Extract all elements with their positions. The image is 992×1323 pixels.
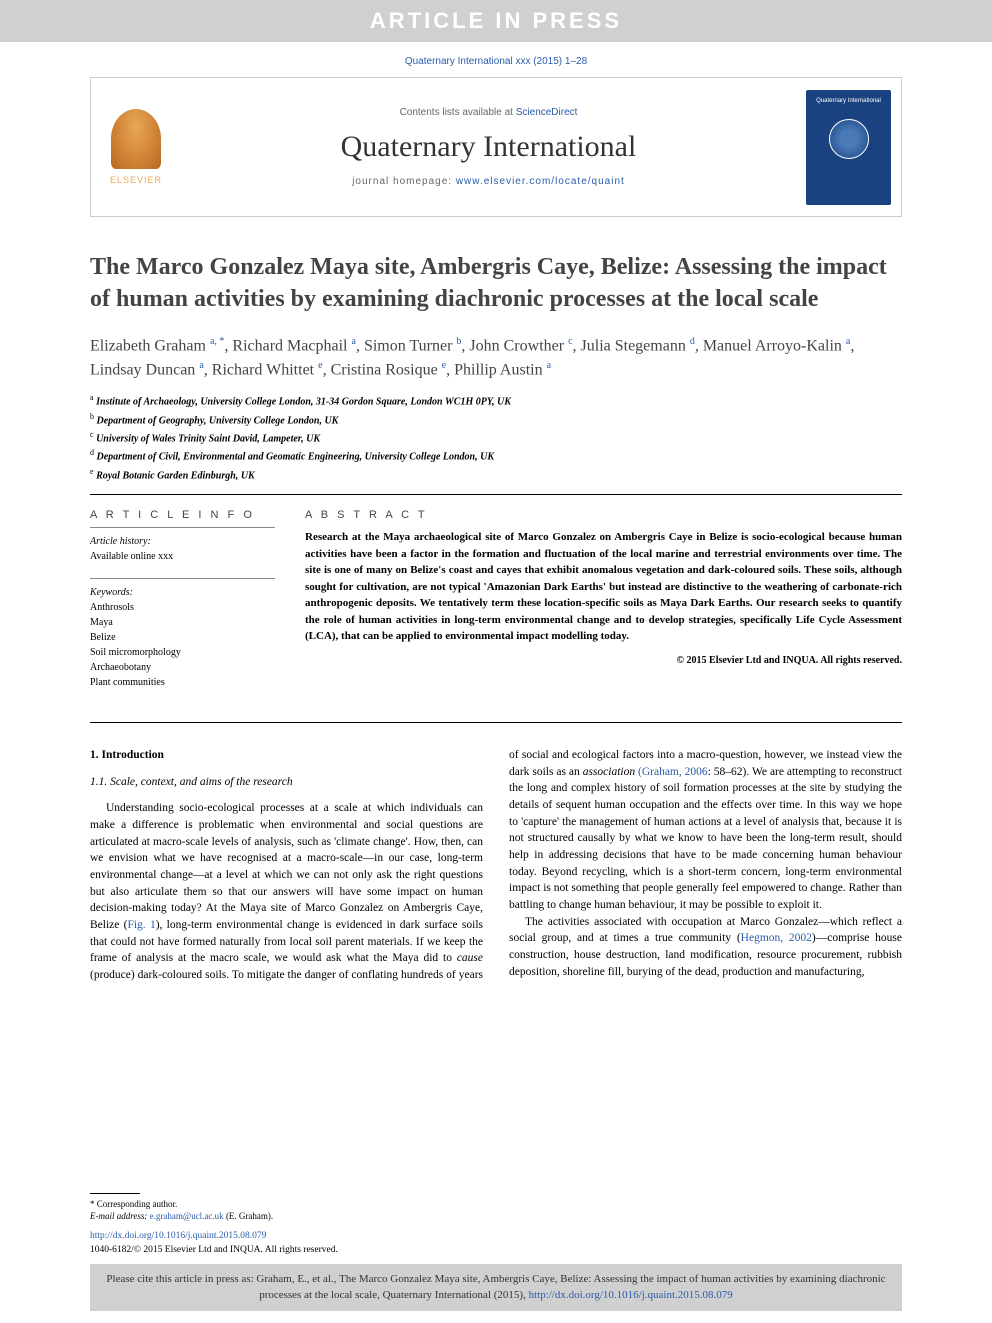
graham-2006-link[interactable]: (Graham, 2006 xyxy=(635,766,708,778)
p1-pre: Understanding socio-ecological processes… xyxy=(90,802,483,931)
hegmon-2002-link[interactable]: Hegmon, 2002 xyxy=(741,932,812,944)
affiliation-line: d Department of Civil, Environmental and… xyxy=(90,447,902,465)
keyword-item: Belize xyxy=(90,630,275,645)
info-hr-1 xyxy=(90,527,275,528)
contents-prefix: Contents lists available at xyxy=(400,107,516,118)
section-1-heading: 1. Introduction xyxy=(90,747,483,764)
contents-available-line: Contents lists available at ScienceDirec… xyxy=(171,107,806,118)
association-emphasis: association xyxy=(583,766,635,778)
corr-label: * Corresponding author. xyxy=(90,1198,380,1211)
sciencedirect-link[interactable]: ScienceDirect xyxy=(516,107,578,118)
history-label: Article history: xyxy=(90,534,275,549)
article-title: The Marco Gonzalez Maya site, Ambergris … xyxy=(90,251,902,316)
affiliation-line: a Institute of Archaeology, University C… xyxy=(90,392,902,410)
affiliation-line: b Department of Geography, University Co… xyxy=(90,411,902,429)
homepage-prefix: journal homepage: xyxy=(352,176,456,187)
info-hr-2 xyxy=(90,578,275,579)
keywords-label: Keywords: xyxy=(90,585,275,600)
article-info-heading: A R T I C L E I N F O xyxy=(90,509,275,521)
p1-post3: : 58–62). We are attempting to reconstru… xyxy=(509,766,902,911)
abstract-text: Research at the Maya archaeological site… xyxy=(305,529,902,645)
corresponding-author-block: * Corresponding author. E-mail address: … xyxy=(0,1193,380,1223)
info-abstract-row: A R T I C L E I N F O Article history: A… xyxy=(90,509,902,704)
doi-block: http://dx.doi.org/10.1016/j.quaint.2015.… xyxy=(90,1230,338,1257)
email-label: E-mail address: xyxy=(90,1211,150,1221)
affiliations-list: a Institute of Archaeology, University C… xyxy=(90,392,902,484)
authors-list: Elizabeth Graham a, *, Richard Macphail … xyxy=(90,334,902,383)
corr-hr xyxy=(90,1193,140,1194)
cause-emphasis: cause xyxy=(457,952,483,964)
abstract-heading: A B S T R A C T xyxy=(305,509,902,521)
abstract-copyright: © 2015 Elsevier Ltd and INQUA. All right… xyxy=(305,655,902,666)
cite-article-box: Please cite this article in press as: Gr… xyxy=(90,1264,902,1311)
body-columns: 1. Introduction 1.1. Scale, context, and… xyxy=(90,747,902,984)
article-in-press-banner: ARTICLE IN PRESS xyxy=(0,0,992,42)
doi-link[interactable]: http://dx.doi.org/10.1016/j.quaint.2015.… xyxy=(90,1231,266,1241)
issn-copyright-line: 1040-6182/© 2015 Elsevier Ltd and INQUA.… xyxy=(90,1244,338,1257)
history-text: Available online xxx xyxy=(90,549,275,564)
keywords-list: AnthrosolsMayaBelizeSoil micromorphology… xyxy=(90,600,275,690)
keyword-item: Maya xyxy=(90,615,275,630)
journal-header: ELSEVIER Contents lists available at Sci… xyxy=(90,77,902,217)
body-paragraph-2: The activities associated with occupatio… xyxy=(509,914,902,981)
keywords-block: Keywords: AnthrosolsMayaBelizeSoil micro… xyxy=(90,585,275,690)
article-info-column: A R T I C L E I N F O Article history: A… xyxy=(90,509,275,704)
homepage-line: journal homepage: www.elsevier.com/locat… xyxy=(171,176,806,187)
citation-top: Quaternary International xxx (2015) 1–28 xyxy=(0,56,992,67)
affiliation-line: e Royal Botanic Garden Edinburgh, UK xyxy=(90,466,902,484)
publisher-name: ELSEVIER xyxy=(110,175,162,185)
homepage-link[interactable]: www.elsevier.com/locate/quaint xyxy=(456,176,625,187)
elsevier-tree-icon xyxy=(111,109,161,169)
cover-title: Quaternary International xyxy=(816,98,881,104)
divider-bottom xyxy=(90,722,902,723)
fig1-link[interactable]: Fig. 1 xyxy=(127,919,155,931)
journal-cover-thumbnail: Quaternary International xyxy=(806,90,891,205)
subsection-11-heading: 1.1. Scale, context, and aims of the res… xyxy=(90,774,483,791)
keyword-item: Archaeobotany xyxy=(90,660,275,675)
keyword-item: Soil micromorphology xyxy=(90,645,275,660)
corr-email-line: E-mail address: e.graham@ucl.ac.uk (E. G… xyxy=(90,1210,380,1223)
elsevier-logo: ELSEVIER xyxy=(101,97,171,197)
corr-name: (E. Graham). xyxy=(224,1211,273,1221)
divider-top xyxy=(90,494,902,495)
header-center: Contents lists available at ScienceDirec… xyxy=(171,107,806,187)
journal-name: Quaternary International xyxy=(171,130,806,164)
affiliation-line: c University of Wales Trinity Saint Davi… xyxy=(90,429,902,447)
cover-globe-icon xyxy=(829,119,869,159)
cite-text: Please cite this article in press as: Gr… xyxy=(106,1273,885,1300)
keyword-item: Anthrosols xyxy=(90,600,275,615)
abstract-column: A B S T R A C T Research at the Maya arc… xyxy=(305,509,902,704)
corr-email-link[interactable]: e.graham@ucl.ac.uk xyxy=(150,1211,224,1221)
cite-doi-link[interactable]: http://dx.doi.org/10.1016/j.quaint.2015.… xyxy=(529,1289,733,1301)
article-history-block: Article history: Available online xxx xyxy=(90,534,275,564)
keyword-item: Plant communities xyxy=(90,675,275,690)
